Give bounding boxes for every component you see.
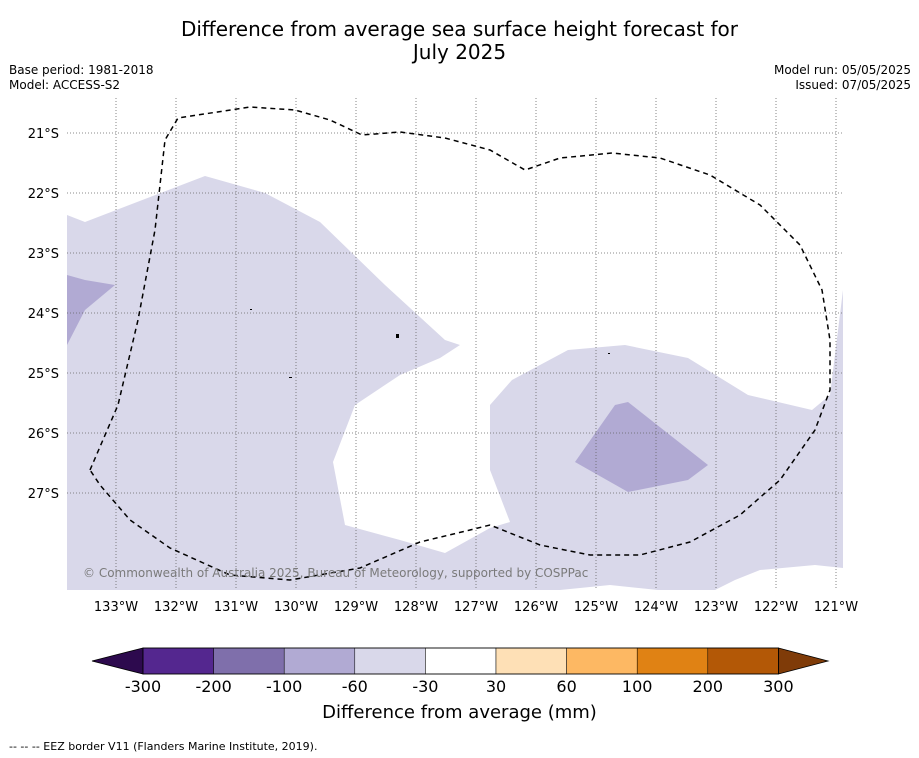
meta-right: Model run: 05/05/2025 Issued: 07/05/2025 [774,63,911,93]
colorbar-outline [142,647,779,675]
latitude-labels: 21°S 22°S 23°S 24°S 25°S 26°S 27°S [28,127,59,502]
colorbar-tick-label: -30 [412,677,438,696]
lon-label: 129°W [334,600,378,615]
lon-label: 123°W [694,600,738,615]
colorbar-bin [636,647,709,675]
colorbar-bin [354,647,426,675]
island [396,334,399,338]
title-line-1: Difference from average sea surface heig… [180,17,739,41]
lat-label: 27°S [28,487,59,502]
colorbar-tick-label: -60 [342,677,368,696]
lat-label: 22°S [28,187,59,202]
lon-label: 132°W [154,600,198,615]
colorbar-bin [707,647,779,675]
eez-border [89,106,831,581]
lon-label: 126°W [514,600,558,615]
island [250,309,252,310]
anomaly-core-west [67,275,115,345]
colorbar-tick-label: 60 [556,677,576,696]
lon-label: 127°W [454,600,498,615]
map-title: Difference from average sea surface heig… [0,18,919,64]
longitude-labels: 133°W 132°W 131°W 130°W 129°W 128°W 127°W 126°W… [94,600,858,615]
gridlines [67,98,843,590]
colorbar-tick-label: 100 [622,677,653,696]
lat-label: 23°S [28,247,59,262]
model-name: Model: ACCESS-S2 [9,78,121,92]
lon-label: 128°W [394,600,438,615]
base-period: Base period: 1981-2018 [9,63,154,77]
title-line-2: July 2025 [412,40,507,64]
lon-label: 131°W [214,600,258,615]
colorbar-bin [495,647,567,675]
colorbar-bin [142,647,214,675]
colorbar-extend-low [91,647,144,675]
colorbar-tick-label: -200 [195,677,231,696]
lat-label: 21°S [28,127,59,142]
lon-label: 122°W [754,600,798,615]
lon-label: 130°W [274,600,318,615]
eez-footnote: -- -- -- EEZ border V11 (Flanders Marine… [9,740,318,753]
colorbar-tick-label: -300 [125,677,161,696]
lon-label: 121°W [814,600,858,615]
colorbar-bin [425,647,497,675]
lat-label: 24°S [28,307,59,322]
colorbar-bin [213,647,285,675]
island [289,377,292,378]
lon-label: 124°W [634,600,678,615]
colorbar-tick-label: 200 [693,677,724,696]
meta-left: Base period: 1981-2018 Model: ACCESS-S2 [9,63,154,93]
map-panel: © Commonwealth of Australia 2025, Bureau… [67,98,843,590]
colorbar-title: Difference from average (mm) [322,702,597,723]
issued-date: Issued: 07/05/2025 [795,78,911,92]
colorbar: -300 -200 -100 -60 -30 30 60 100 200 300 [91,647,830,696]
anomaly-core-south [575,402,708,492]
colorbar-tick-label: 30 [486,677,506,696]
model-run: Model run: 05/05/2025 [773,63,911,77]
colorbar-bin [566,647,638,675]
credit-text: © Commonwealth of Australia 2025, Bureau… [83,566,588,580]
island [608,353,610,354]
colorbar-tick-label: 300 [763,677,794,696]
colorbar-bin [283,647,356,675]
lon-label: 133°W [94,600,138,615]
colorbar-tick-label: -100 [266,677,302,696]
colorbar-extend-high [778,647,830,675]
lon-label: 125°W [574,600,618,615]
lat-label: 25°S [28,367,59,382]
lat-label: 26°S [28,427,59,442]
